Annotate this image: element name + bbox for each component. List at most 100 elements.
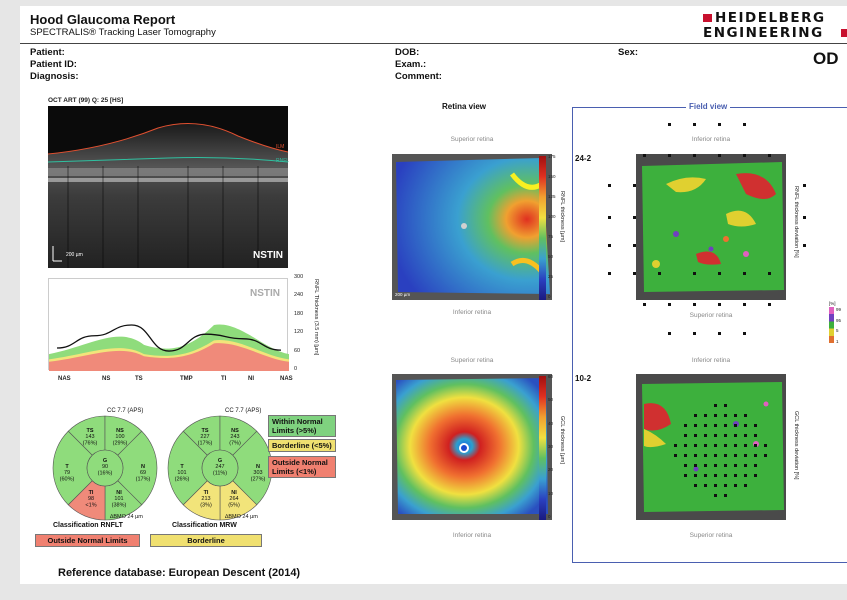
colorbar-tick: 100 — [548, 214, 556, 219]
heidelberg-logo: HEIDELBERG ENGINEERING — [703, 11, 847, 43]
sector-label-n: 303 — [253, 470, 262, 476]
test-point — [704, 414, 707, 417]
sector-label-n: (27%) — [251, 476, 266, 482]
test-point — [724, 454, 727, 457]
sector-label-g: 247 — [215, 464, 224, 470]
pct-label: [%] — [829, 301, 836, 306]
test-point — [724, 444, 727, 447]
colorbar-tick: 5 — [836, 328, 839, 334]
sex-label: Sex: — [618, 47, 639, 58]
sector-label-ts: TS — [86, 428, 93, 434]
test-point — [803, 184, 806, 187]
test-point — [743, 272, 746, 275]
test-point — [754, 434, 757, 437]
test-point — [724, 404, 727, 407]
sector-label-g: (16%) — [98, 470, 113, 476]
test-point — [684, 454, 687, 457]
test-point — [724, 474, 727, 477]
test-point — [608, 184, 611, 187]
diagnosis-label: Diagnosis: — [30, 71, 79, 82]
test-point — [718, 303, 721, 306]
colorbar-tick: 150 — [548, 174, 556, 179]
test-point — [714, 424, 717, 427]
sector-label-ns: NS — [116, 428, 124, 434]
rnfl-class-label: Classification RNFLT — [53, 522, 123, 529]
profile-x-labels: NAS NS TS TMP TI NI NAS — [48, 376, 293, 386]
sector-label-g: G — [218, 458, 222, 464]
sector-label-ni: 264 — [229, 496, 238, 502]
gcl-dev-label: GCL thickness deviation [%] — [793, 411, 799, 480]
test-point — [684, 474, 687, 477]
sector-label-ns: NS — [231, 428, 239, 434]
test-point — [754, 424, 757, 427]
test-point — [743, 303, 746, 306]
test-point — [754, 464, 757, 467]
sector-label-g: 90 — [102, 464, 108, 470]
test-point — [724, 494, 727, 497]
field-view-title: Field view — [686, 102, 731, 111]
test-point — [803, 244, 806, 247]
sector-label-ti: TI — [204, 490, 209, 496]
oct-scale-label: 200 µm — [66, 252, 83, 258]
test-point — [608, 272, 611, 275]
mrw-class-label: Classification MRW — [172, 522, 237, 529]
test-point — [764, 444, 767, 447]
test-point — [693, 154, 696, 157]
test-point — [693, 272, 696, 275]
mrw-bmo-label: ∆BMO 24 µm — [225, 514, 258, 520]
colorbar-tick: 40 — [548, 420, 554, 426]
sector-circles: TS 143 (76%) NS 100 (29%) T 79 (60%) G 90 (16%) N 69(… — [48, 406, 278, 541]
colorbar-tick: 1 — [836, 339, 839, 344]
colorbar-tick: 30 — [548, 444, 554, 449]
test-point — [668, 303, 671, 306]
test-point — [694, 484, 697, 487]
colorbar-tick: 95 — [836, 317, 842, 323]
profile-y-tick: 60 — [294, 347, 301, 354]
rnfl-bmo-label: ∆BMO 24 µm — [110, 514, 143, 520]
test-point — [714, 434, 717, 437]
patient-id-label: Patient ID: — [30, 59, 77, 70]
test-point — [744, 424, 747, 427]
sector-label-t: 79 — [64, 470, 70, 476]
report-subtitle: SPECTRALIS® Tracking Laser Tomography — [30, 27, 216, 38]
test-point — [734, 474, 737, 477]
profile-y-tick: 240 — [294, 292, 304, 299]
test-point — [684, 434, 687, 437]
colorbar-tick: 60 — [548, 374, 554, 379]
oct-nstin-label: NSTIN — [253, 250, 283, 261]
test-point — [684, 464, 687, 467]
sector-label-ni: 101 — [114, 496, 123, 502]
sector-label-g: G — [103, 458, 107, 464]
oct-bscan-image — [48, 106, 288, 268]
test-point — [668, 154, 671, 157]
sector-label-ts: (17%) — [198, 440, 213, 446]
comment-label: Comment: — [395, 71, 442, 82]
test-point — [768, 154, 771, 157]
colorbar-tick: 0 — [548, 514, 551, 519]
test-point — [704, 444, 707, 447]
profile-nstin-label: NSTIN — [250, 288, 280, 299]
test-point — [668, 332, 671, 335]
sector-label-ns: 243 — [230, 434, 239, 440]
profile-x-label: TI — [221, 376, 227, 382]
sector-label-ti: 213 — [201, 496, 210, 502]
gcl-ticks: 60 50 40 30 20 10 0 — [548, 374, 562, 522]
test-point — [718, 332, 721, 335]
legend-within-normal: Within Normal Limits (>5%) — [268, 415, 336, 437]
test-point — [724, 424, 727, 427]
test-point — [674, 454, 677, 457]
report-title: Hood Glaucoma Report — [30, 12, 176, 27]
test-point — [693, 123, 696, 126]
field-test-points — [20, 6, 847, 584]
sector-label-ns: 100 — [115, 434, 124, 440]
test-point — [694, 444, 697, 447]
profile-x-label: NAS — [280, 376, 293, 382]
test-point — [694, 414, 697, 417]
patient-label: Patient: — [30, 47, 65, 58]
rnfl-cc-label: CC 7.7 (APS) — [107, 408, 144, 414]
profile-y-axis-label: RNFL Thickness (3.5 mm) [µm] — [313, 279, 319, 356]
sector-label-n: 69 — [140, 470, 146, 476]
test-point — [704, 484, 707, 487]
field-sup2-label: Superior retina — [689, 532, 733, 539]
test-point — [768, 272, 771, 275]
